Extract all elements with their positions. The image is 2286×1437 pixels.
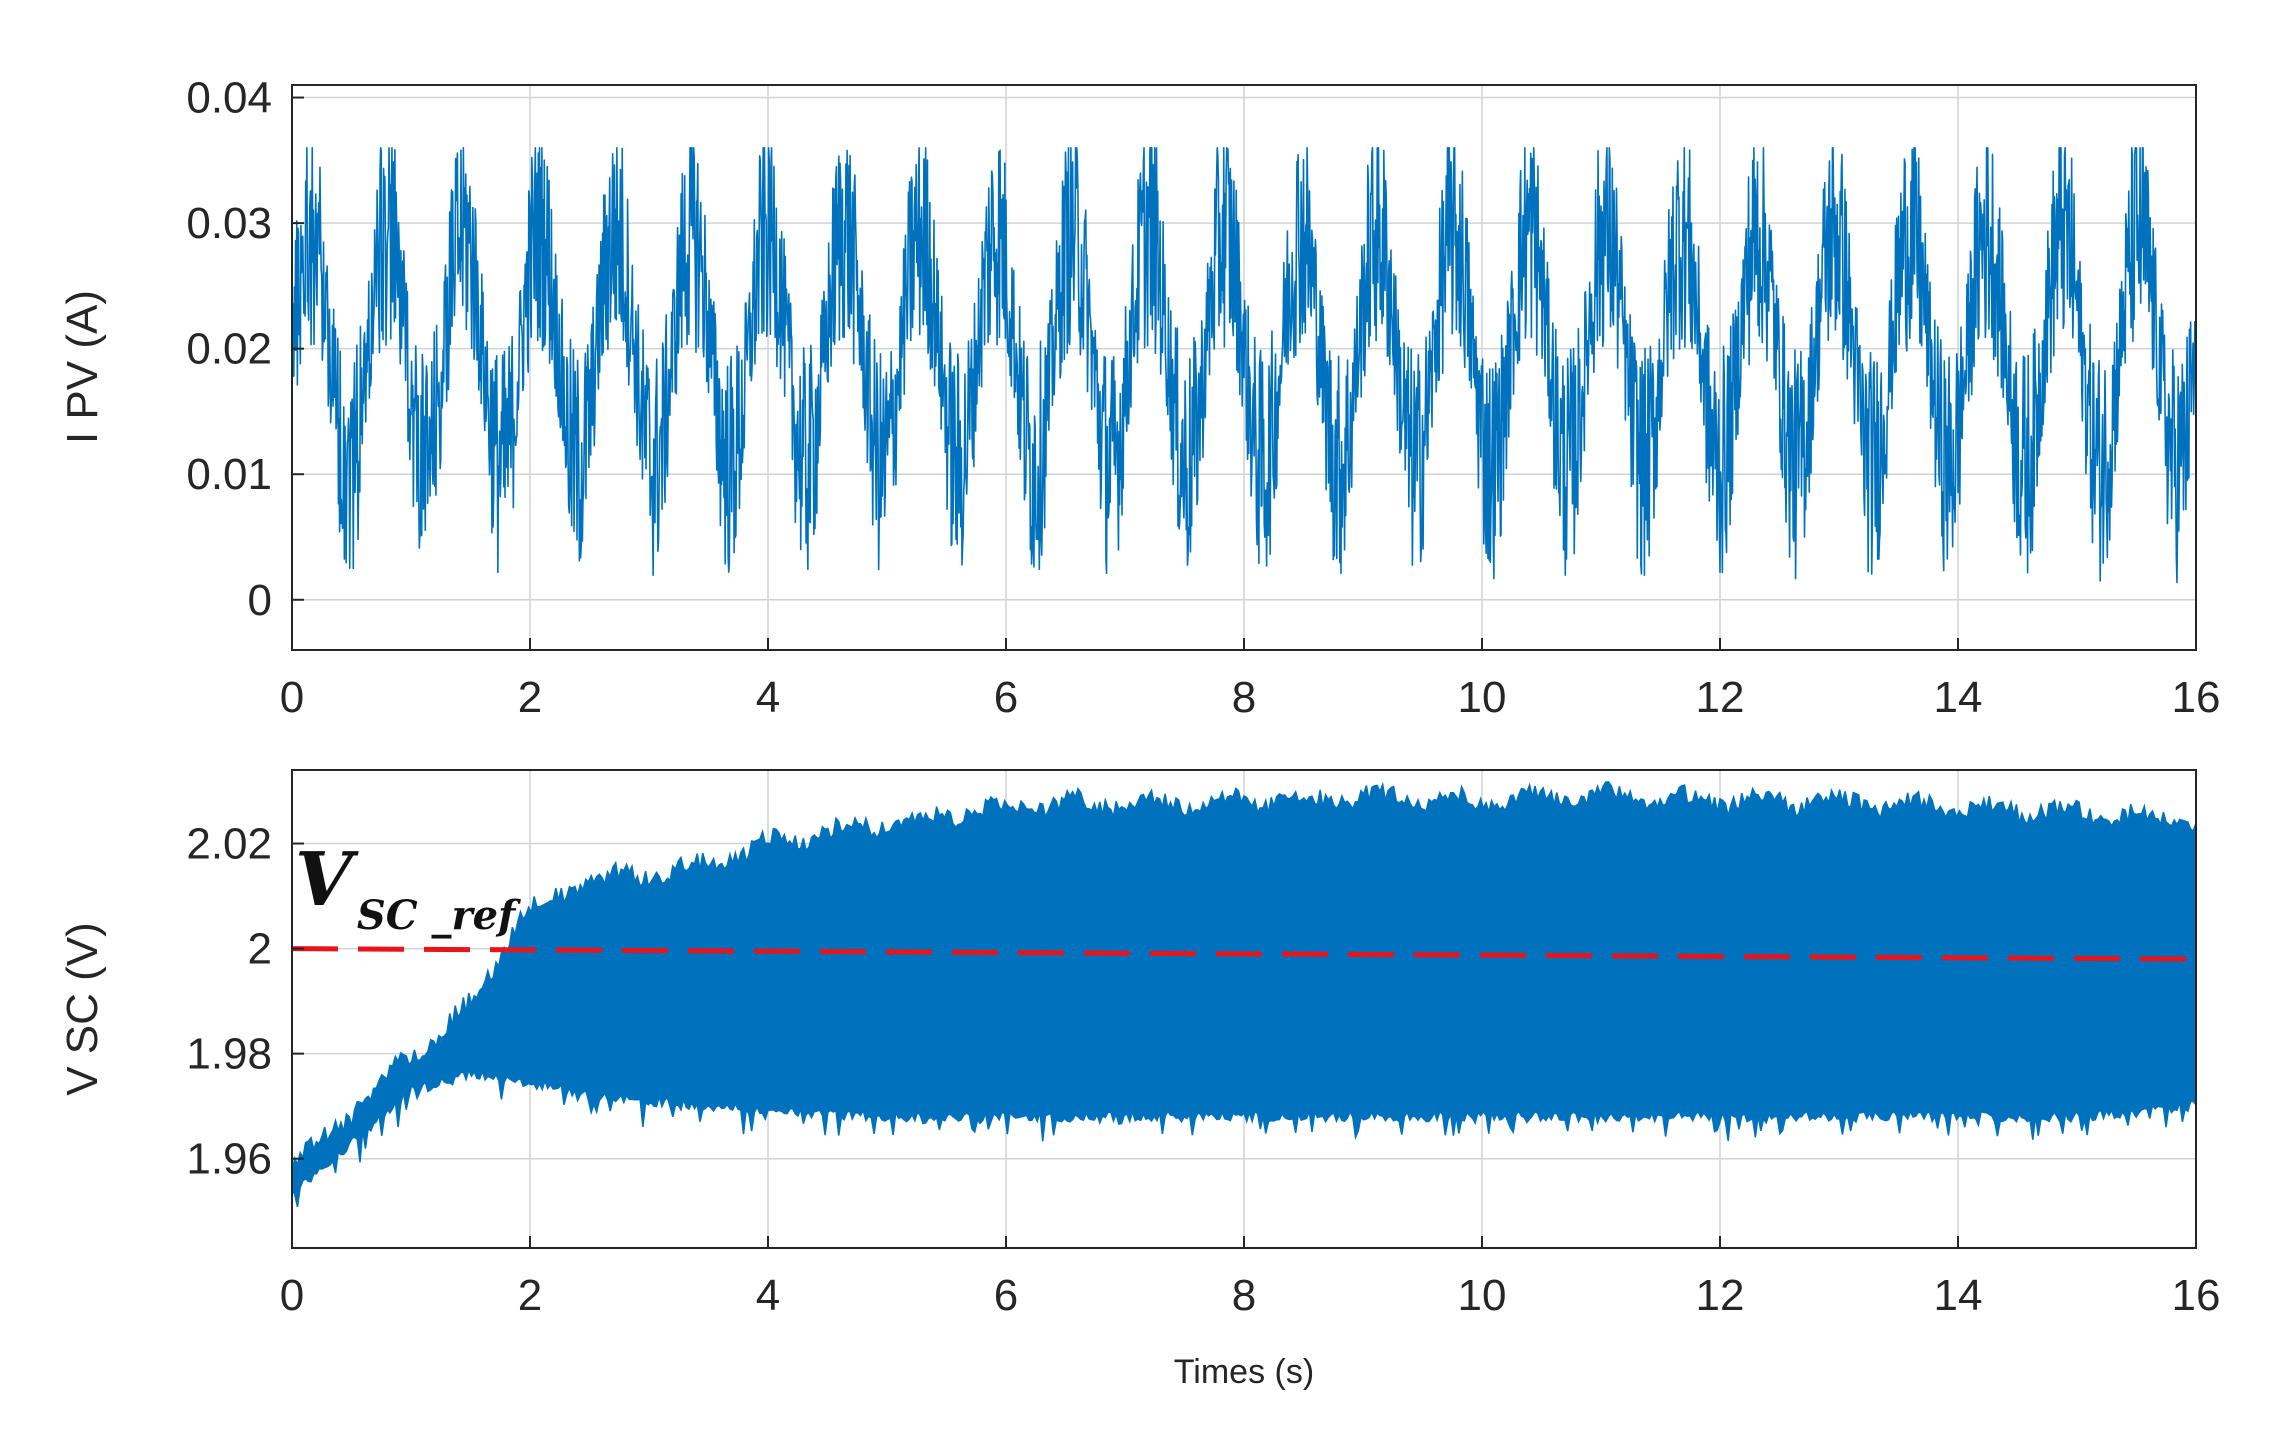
vsc-reference-line xyxy=(292,946,2196,962)
bottom-x-tick-label: 12 xyxy=(1696,1271,1745,1320)
ipv-signal-line xyxy=(292,146,2196,584)
top-panel: 0 2 4 6 8 10 12 14 16 0 0.01 0.02 0.03 0.04 I PV (A) xyxy=(58,74,2220,722)
bottom-y-tick-label: 1.98 xyxy=(186,1030,272,1079)
vsc-ref-main: V xyxy=(295,837,359,923)
top-y-tick-label: 0.01 xyxy=(186,450,272,499)
top-x-tick-label: 2 xyxy=(518,673,542,722)
vsc-signal-band xyxy=(292,781,2196,1208)
bottom-series xyxy=(292,781,2196,1208)
top-series xyxy=(292,146,2196,584)
top-x-tick-label: 8 xyxy=(1232,673,1256,722)
top-tick-labels: 0 2 4 6 8 10 12 14 16 0 0.01 0.02 0.03 0.04 xyxy=(186,74,2220,722)
top-x-tick-label: 16 xyxy=(2172,673,2221,722)
bottom-x-tick-label: 0 xyxy=(280,1271,304,1320)
top-x-tick-label: 4 xyxy=(756,673,780,722)
top-x-tick-label: 14 xyxy=(1934,673,1983,722)
bottom-x-tick-label: 4 xyxy=(756,1271,780,1320)
bottom-y-tick-label: 2 xyxy=(248,925,272,974)
bottom-x-tick-label: 8 xyxy=(1232,1271,1256,1320)
top-y-tick-label: 0.02 xyxy=(186,325,272,374)
bottom-x-tick-label: 2 xyxy=(518,1271,542,1320)
vsc-ref-subscript: SC _ref xyxy=(357,892,521,939)
top-x-tick-label: 12 xyxy=(1696,673,1745,722)
bottom-x-tick-label: 10 xyxy=(1458,1271,1507,1320)
bottom-panel: 0 2 4 6 8 10 12 14 16 1.96 1.98 2 2.02 V SC (V) Time… xyxy=(58,769,2220,1391)
bottom-tick-labels: 0 2 4 6 8 10 12 14 16 1.96 1.98 2 2.02 xyxy=(186,820,2220,1320)
bottom-y-tick-label: 2.02 xyxy=(186,820,272,869)
top-x-tick-label: 6 xyxy=(994,673,1018,722)
bottom-x-axis-label: Times (s) xyxy=(1174,1353,1314,1391)
bottom-x-tick-label: 6 xyxy=(994,1271,1018,1320)
top-x-tick-label: 10 xyxy=(1458,673,1507,722)
top-y-tick-label: 0.04 xyxy=(186,74,272,123)
bottom-x-tick-label: 14 xyxy=(1934,1271,1983,1320)
top-x-tick-label: 0 xyxy=(280,673,304,722)
vsc-ref-annotation: V SC _ref xyxy=(295,837,521,939)
bottom-x-tick-label: 16 xyxy=(2172,1271,2221,1320)
bottom-y-axis-label: V SC (V) xyxy=(58,922,107,1096)
top-y-axis-label: I PV (A) xyxy=(58,290,107,444)
top-y-tick-label: 0 xyxy=(248,576,272,625)
top-y-tick-label: 0.03 xyxy=(186,199,272,248)
bottom-y-tick-label: 1.96 xyxy=(186,1135,272,1184)
